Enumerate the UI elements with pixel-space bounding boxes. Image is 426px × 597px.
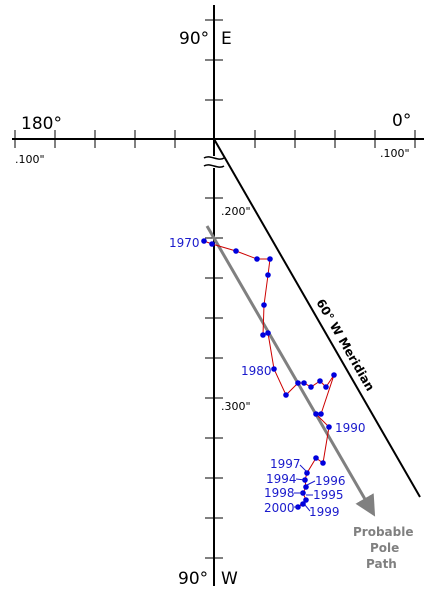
- pole-point: [323, 384, 329, 390]
- year-label-1990: 1990: [335, 421, 366, 435]
- pole-point: [300, 501, 306, 507]
- pole-point: [267, 256, 273, 262]
- pole-point: [304, 470, 310, 476]
- axes: [12, 5, 424, 586]
- left-longitude-label: 180°: [21, 114, 62, 134]
- pole-point: [271, 366, 277, 372]
- probable-pole-path-line: [205, 225, 376, 517]
- pole-point: [260, 332, 266, 338]
- scale-200-label: .200": [221, 205, 251, 218]
- top-direction-label: E: [221, 29, 232, 49]
- bottom-direction-label: W: [221, 569, 238, 589]
- right-longitude-label: 0°: [392, 111, 411, 131]
- pole-point: [303, 497, 309, 503]
- scale-300-label: .300": [221, 400, 251, 413]
- pole-data-points: [201, 238, 337, 510]
- probable-label-line2: Pole: [370, 541, 399, 555]
- year-label-1980: 1980: [241, 364, 272, 378]
- pole-point: [265, 330, 271, 336]
- pole-point: [320, 460, 326, 466]
- pole-point: [308, 384, 314, 390]
- pole-point: [201, 238, 207, 244]
- probable-label-line1: Probable: [353, 525, 414, 539]
- year-label-1998: 1998: [264, 486, 295, 500]
- year-leader-lines: [294, 464, 316, 512]
- year-label-1999: 1999: [309, 505, 340, 519]
- pole-point: [295, 380, 301, 386]
- pole-point: [283, 392, 289, 398]
- pole-point: [313, 455, 319, 461]
- pole-point: [254, 256, 260, 262]
- year-label-1994: 1994: [266, 472, 297, 486]
- top-latitude-label: 90°: [179, 29, 209, 49]
- pole-point: [265, 272, 271, 278]
- meridian-label: 60° W Meridian: [313, 297, 377, 394]
- axis-break-mark: [203, 156, 225, 168]
- pole-point: [326, 424, 332, 430]
- pole-point: [318, 411, 324, 417]
- year-label-1996: 1996: [315, 474, 346, 488]
- pole-point: [317, 378, 323, 384]
- pole-point: [301, 380, 307, 386]
- bottom-latitude-label: 90°: [178, 569, 208, 589]
- pole-point: [261, 302, 267, 308]
- pole-point: [233, 248, 239, 254]
- probable-label-line3: Path: [366, 557, 397, 571]
- pole-point: [303, 484, 309, 490]
- year-label-1995: 1995: [313, 488, 344, 502]
- pole-point: [331, 372, 337, 378]
- left-scale-label: .100": [15, 153, 45, 166]
- year-label-1970: 1970: [169, 236, 200, 250]
- right-scale-label: .100": [380, 147, 410, 160]
- pole-point: [313, 411, 319, 417]
- sixty-west-meridian-line: [213, 138, 421, 498]
- year-label-1997: 1997: [270, 457, 301, 471]
- year-label-2000: 2000: [264, 501, 295, 515]
- pole-point: [209, 241, 215, 247]
